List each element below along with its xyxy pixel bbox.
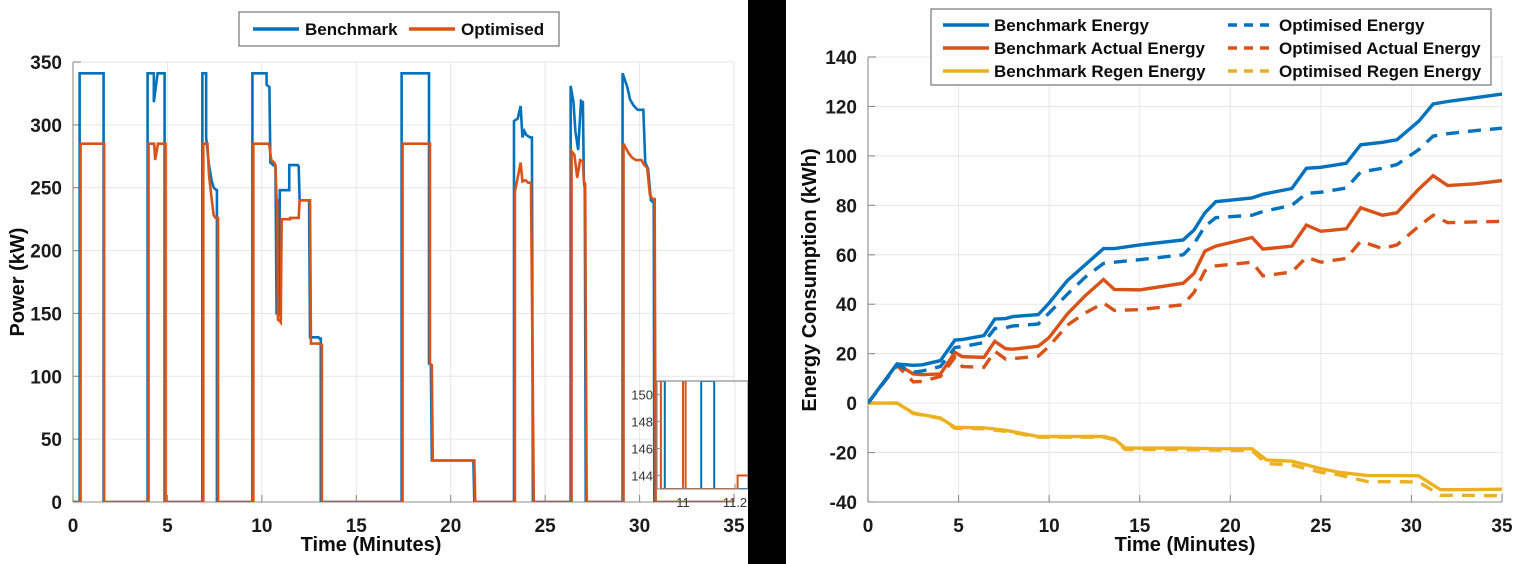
inset-x-tick-label: 11.2 <box>723 495 747 510</box>
x-tick-label: 5 <box>953 516 964 537</box>
plot-area: -40 -20 0 20 40 60 80 100 120 140 0 5 10 15 20 25 30 35 <box>825 48 1513 537</box>
inset-series-optimised <box>657 381 748 489</box>
series-line-benchmark-energy <box>868 92 1502 405</box>
x-tick-label: 35 <box>723 516 745 537</box>
energy-consumption-panel: -40 -20 0 20 40 60 80 100 120 140 0 5 10 15 20 25 30 35 Ti… <box>786 0 1536 564</box>
legend-label-optimised-actual-energy: Optimised Actual Energy <box>1279 39 1481 58</box>
x-tick-label: 20 <box>1220 516 1241 537</box>
y-tick-label: 40 <box>836 295 857 316</box>
energy-consumption-chart: -40 -20 0 20 40 60 80 100 120 140 0 5 10 15 20 25 30 35 Ti… <box>799 8 1513 556</box>
x-tick-label: 0 <box>863 516 874 537</box>
inset-y-tick-label: 150 <box>631 388 653 403</box>
y-axis-title: Power (kW) <box>7 228 29 337</box>
y-tick-label: 300 <box>30 116 62 137</box>
inset-y-tick-label: 148 <box>631 415 653 430</box>
y-tick-label: 0 <box>846 394 857 415</box>
legend: Benchmark Optimised <box>238 11 560 47</box>
inset-background <box>656 380 748 490</box>
series-line-benchmark-regen-energy <box>868 401 1502 492</box>
x-axis-title: Time (Minutes) <box>1115 534 1256 556</box>
x-tick-label: 20 <box>440 516 461 537</box>
legend-background <box>930 8 1492 86</box>
power-profile-chart: 0 50 100 150 200 250 300 350 0 5 10 15 20 25 30 35 Time … <box>7 11 748 556</box>
legend-background <box>238 11 560 47</box>
series-line-optimised-regen-energy <box>868 401 1502 498</box>
inset-y-tick-label: 144 <box>631 469 653 484</box>
x-axis-title: Time (Minutes) <box>301 534 442 556</box>
y-tick-label: 350 <box>30 53 62 74</box>
y-tick-label: 50 <box>41 430 62 451</box>
series-line-optimised-energy <box>868 126 1502 405</box>
y-tick-label: 20 <box>836 345 857 366</box>
x-tick-label: 10 <box>251 516 272 537</box>
y-tick-label: 100 <box>30 367 62 388</box>
inset-series-benchmark <box>657 381 748 489</box>
inset-y-tick-label: 146 <box>631 442 653 457</box>
y-axis-title: Energy Consumption (kWh) <box>799 148 821 411</box>
x-tick-label: 0 <box>68 516 79 537</box>
panel-divider <box>748 0 786 564</box>
y-tick-label: 0 <box>51 493 62 514</box>
y-tick-label: 60 <box>836 246 857 267</box>
legend: Benchmark Energy Optimised Energy Benchmar… <box>930 8 1492 86</box>
series-line-benchmark-actual-energy <box>868 173 1502 405</box>
series-line-optimised <box>73 142 734 502</box>
legend-label-benchmark-actual-energy: Benchmark Actual Energy <box>994 39 1206 58</box>
legend-label-optimised: Optimised <box>461 20 544 39</box>
x-tick-label: 5 <box>162 516 173 537</box>
inset-axes: 144 146 148 150 11 11.2 <box>631 380 748 510</box>
power-profile-panel: 0 50 100 150 200 250 300 350 0 5 10 15 20 25 30 35 Time … <box>0 0 748 564</box>
inset-x-tick-label: 11 <box>676 495 690 510</box>
x-tick-label: 25 <box>1310 516 1332 537</box>
legend-label-optimised-energy: Optimised Energy <box>1279 16 1425 35</box>
x-tick-label: 30 <box>1401 516 1422 537</box>
y-tick-label: 200 <box>30 242 62 263</box>
series-line-optimised-actual-energy <box>868 213 1502 405</box>
x-tick-label: 15 <box>1129 516 1151 537</box>
y-tick-label: 100 <box>825 147 857 168</box>
x-tick-label: 10 <box>1039 516 1060 537</box>
x-tick-label: 30 <box>629 516 650 537</box>
y-tick-label: -20 <box>830 444 857 465</box>
legend-label-benchmark: Benchmark <box>305 20 398 39</box>
inset-border <box>656 380 748 490</box>
y-tick-label: -40 <box>830 493 857 514</box>
x-tick-label: 35 <box>1491 516 1513 537</box>
legend-label-optimised-regen-energy: Optimised Regen Energy <box>1279 62 1482 81</box>
y-tick-label: 150 <box>30 304 62 325</box>
legend-label-benchmark-regen-energy: Benchmark Regen Energy <box>994 62 1206 81</box>
x-tick-label: 15 <box>346 516 368 537</box>
y-tick-label: 120 <box>825 97 857 118</box>
legend-label-benchmark-energy: Benchmark Energy <box>994 16 1149 35</box>
y-tick-label: 250 <box>30 179 62 200</box>
y-tick-label: 80 <box>836 196 857 217</box>
plot-area: 0 50 100 150 200 250 300 350 0 5 10 15 20 25 30 35 <box>30 53 745 537</box>
x-tick-label: 25 <box>535 516 557 537</box>
y-tick-label: 140 <box>825 48 857 69</box>
